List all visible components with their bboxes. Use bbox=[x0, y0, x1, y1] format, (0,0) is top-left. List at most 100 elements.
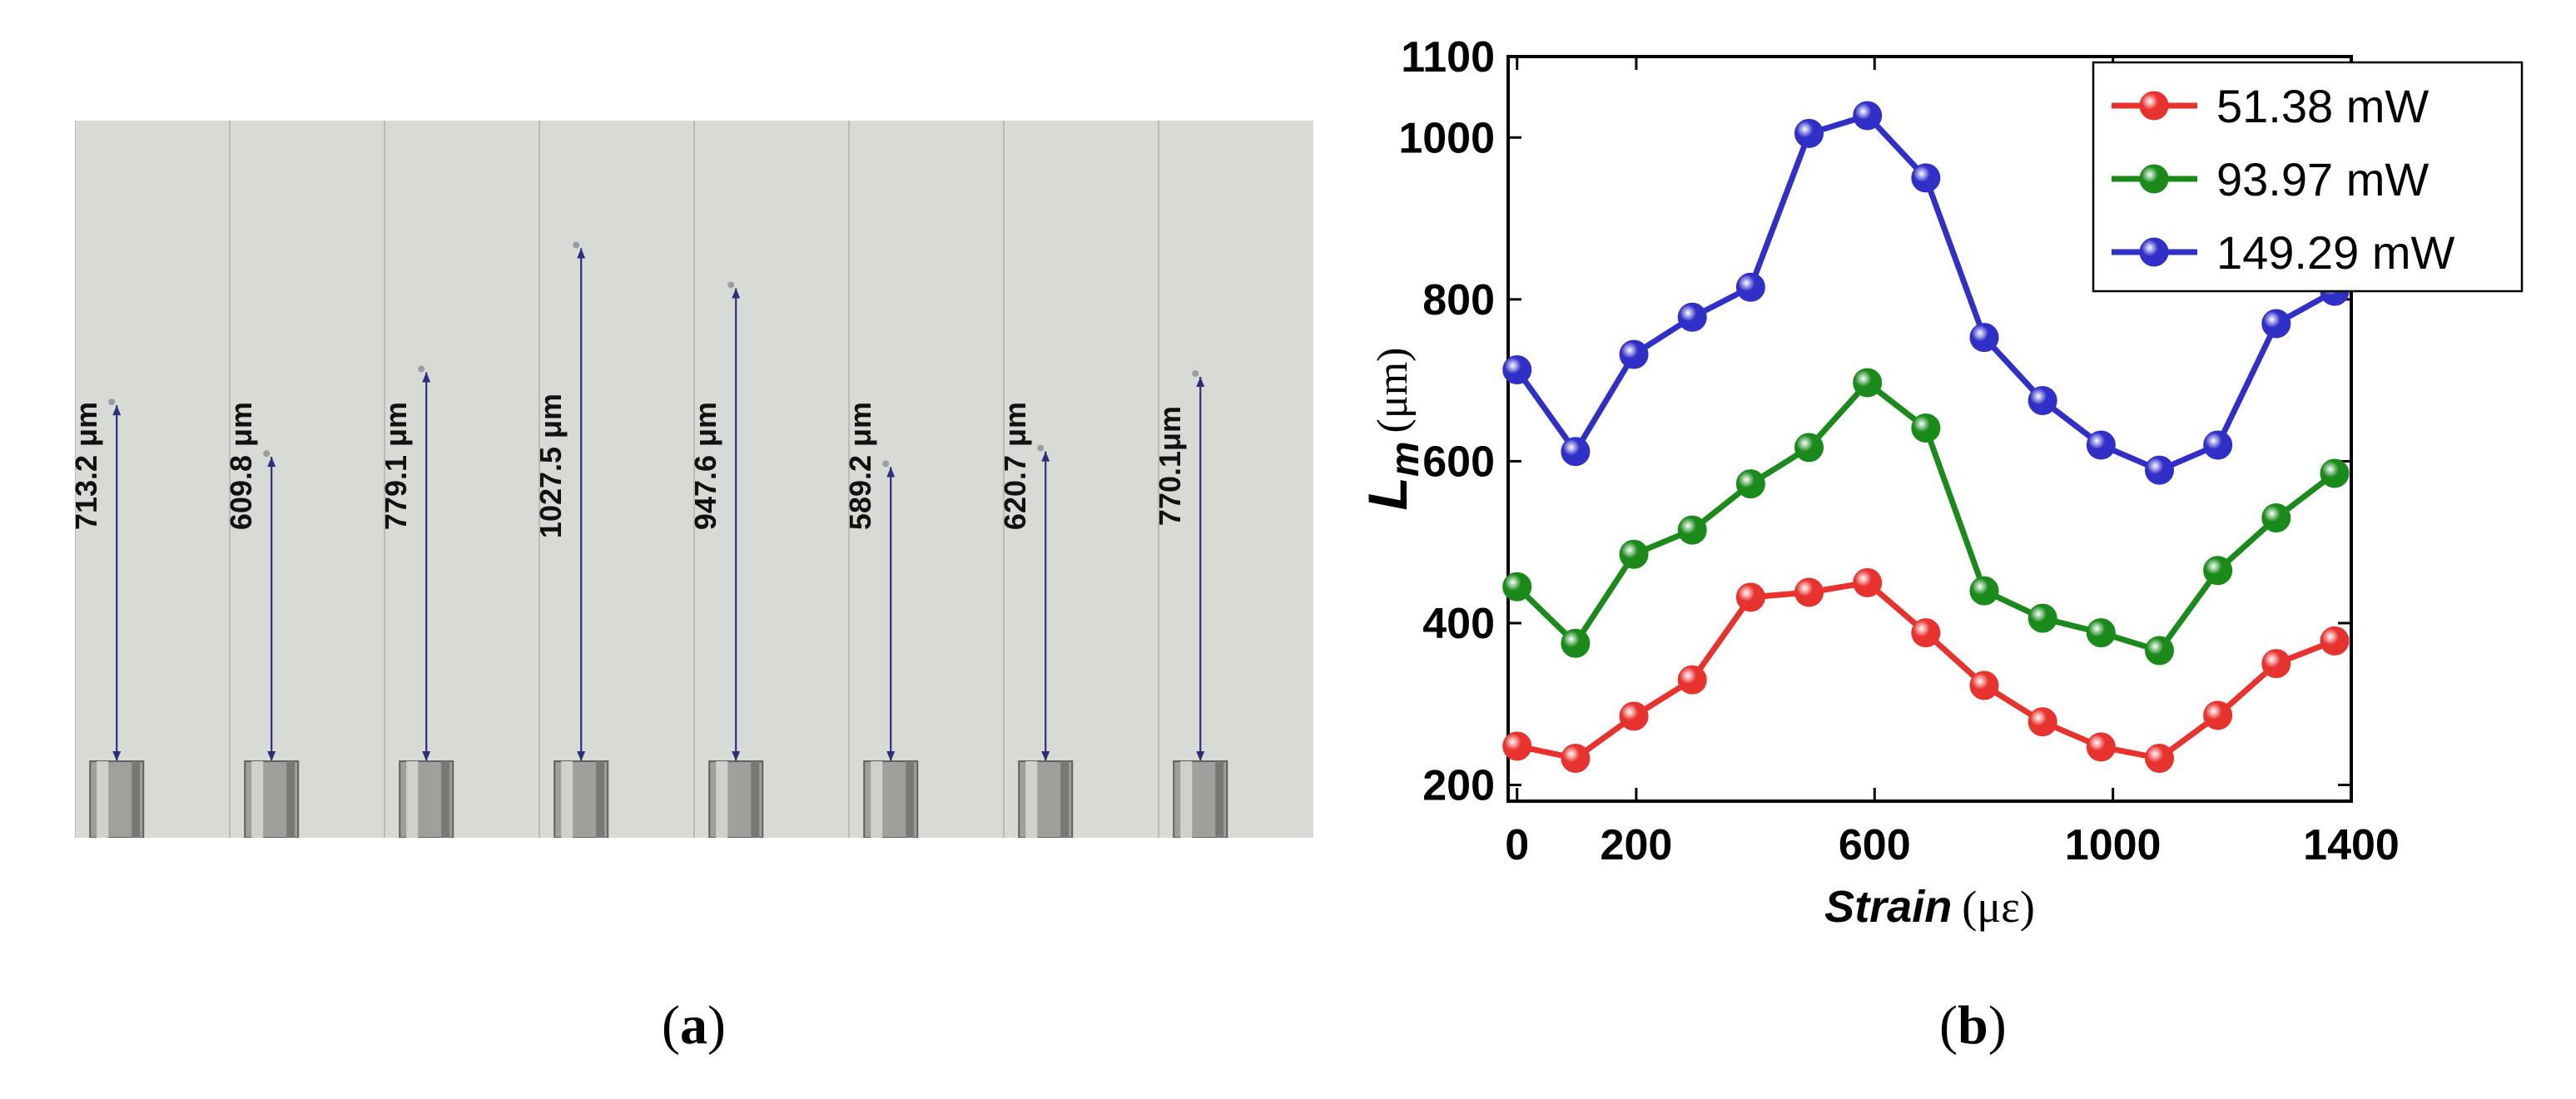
data-point bbox=[2320, 458, 2350, 488]
data-point bbox=[1969, 576, 1999, 606]
defect-spot bbox=[727, 281, 735, 289]
caption-a-letter: a bbox=[679, 995, 707, 1056]
arrow-head-top bbox=[267, 457, 276, 468]
measurement-label: 713.2 μm bbox=[75, 402, 103, 530]
defect-spot bbox=[263, 450, 271, 458]
fiber-stub-highlight bbox=[561, 761, 573, 838]
data-point bbox=[1911, 413, 1941, 443]
measurement-label: 1027.5 μm bbox=[534, 394, 568, 538]
defect-spot bbox=[1037, 444, 1045, 452]
arrow-head-bottom bbox=[422, 751, 431, 761]
caption-b-open: ( bbox=[1939, 995, 1958, 1056]
data-point bbox=[2261, 503, 2291, 533]
data-point bbox=[1561, 437, 1591, 467]
arrow-head-top bbox=[1041, 451, 1050, 462]
legend-marker bbox=[2139, 164, 2169, 194]
defect-spot bbox=[1192, 369, 1199, 377]
arrow-head-bottom bbox=[1041, 751, 1050, 761]
data-point bbox=[2203, 430, 2233, 460]
fiber-stub-highlight bbox=[97, 761, 109, 838]
y-axis-title: Lm (μm) bbox=[1357, 348, 1427, 511]
arrow-head-bottom bbox=[886, 751, 896, 761]
data-point bbox=[1735, 272, 1765, 302]
y-tick-label: 600 bbox=[1422, 438, 1495, 486]
data-point bbox=[2028, 385, 2057, 415]
data-point bbox=[1619, 339, 1649, 369]
data-point bbox=[1794, 118, 1824, 148]
fiber-stub-shadow bbox=[132, 761, 141, 838]
data-point bbox=[1969, 671, 1999, 700]
data-point bbox=[1735, 582, 1765, 612]
data-point bbox=[1677, 302, 1707, 332]
plot-frame bbox=[1506, 55, 2353, 803]
caption-b-letter: b bbox=[1957, 995, 1988, 1056]
arrow-head-top bbox=[422, 372, 431, 383]
data-point bbox=[2144, 636, 2174, 666]
defect-spot bbox=[882, 460, 890, 468]
data-point bbox=[1853, 368, 1883, 398]
fiber-stub-highlight bbox=[251, 761, 264, 838]
y-tick-label: 200 bbox=[1422, 762, 1495, 810]
data-point bbox=[2028, 707, 2057, 737]
caption-b-close: ) bbox=[1988, 995, 2007, 1056]
data-point bbox=[1677, 665, 1707, 695]
fiber-stub-shadow bbox=[441, 761, 450, 838]
x-tick-label: 0 bbox=[1505, 821, 1529, 869]
measurement-label: 947.6 μm bbox=[688, 402, 722, 530]
data-point bbox=[2320, 626, 2350, 656]
x-tick-label: 200 bbox=[1601, 821, 1673, 869]
y-axis-title-unit: (μm) bbox=[1369, 348, 1417, 433]
arrow-head-bottom bbox=[577, 751, 586, 761]
data-point bbox=[1794, 577, 1824, 607]
y-axis-title-main: L bbox=[1357, 477, 1418, 510]
measurement-label: 779.1 μm bbox=[379, 402, 413, 530]
legend-label: 51.38 mW bbox=[2216, 80, 2429, 132]
y-tick-label: 1100 bbox=[1401, 33, 1495, 82]
micrograph-image: 713.2 μm 609.8 μm 779.1 μm 1027.5 μm 947.6 μ… bbox=[75, 121, 1313, 838]
x-axis-title: Strain (με) bbox=[1824, 882, 2035, 932]
defect-spot bbox=[573, 241, 580, 249]
data-point bbox=[2261, 309, 2291, 339]
data-point bbox=[2203, 556, 2233, 586]
data-point bbox=[2261, 649, 2291, 679]
data-point bbox=[1502, 354, 1532, 384]
data-point bbox=[2086, 732, 2116, 762]
fiber-stub-shadow bbox=[596, 761, 605, 838]
caption-a: (a) bbox=[662, 994, 726, 1057]
data-point bbox=[2203, 700, 2233, 730]
data-point bbox=[2144, 455, 2174, 485]
fiber-stub-highlight bbox=[871, 761, 883, 838]
data-point bbox=[1561, 628, 1591, 658]
data-point bbox=[1794, 433, 1824, 463]
y-tick-label: 1000 bbox=[1398, 114, 1495, 162]
fiber-stub-shadow bbox=[1215, 761, 1224, 838]
measurement-label: 770.1μm bbox=[1153, 406, 1187, 526]
chart: 0 200 600 1000 14002004006008001000110051.38… bbox=[1357, 33, 2524, 932]
data-point bbox=[1853, 101, 1883, 131]
fiber-stub-shadow bbox=[286, 761, 295, 838]
fiber-stub-highlight bbox=[1180, 761, 1193, 838]
data-point bbox=[1502, 731, 1532, 761]
arrow-head-top bbox=[112, 405, 122, 416]
arrow-head-top bbox=[577, 248, 586, 259]
x-axis-title-main: Strain bbox=[1824, 882, 1952, 932]
x-axis-title-unit: (με) bbox=[1962, 882, 2035, 932]
data-point bbox=[1911, 618, 1941, 648]
data-point bbox=[1969, 323, 1999, 353]
defect-spot bbox=[108, 399, 116, 406]
data-point bbox=[2028, 603, 2057, 633]
x-tick-label: 600 bbox=[1839, 821, 1911, 869]
x-tick-label: 1400 bbox=[2303, 821, 2400, 869]
data-point bbox=[1735, 469, 1765, 499]
arrow-head-top bbox=[886, 467, 896, 478]
measurement-label: 589.2 μm bbox=[843, 402, 877, 530]
y-axis-title-sub: m bbox=[1383, 441, 1427, 477]
fiber-stub-highlight bbox=[1025, 761, 1038, 838]
fiber-stub-highlight bbox=[406, 761, 419, 838]
measurement-label: 620.7 μm bbox=[998, 402, 1032, 530]
series-line bbox=[1516, 579, 2336, 762]
arrow-head-bottom bbox=[267, 751, 276, 761]
legend-marker bbox=[2139, 91, 2169, 121]
arrow-head-top bbox=[1196, 376, 1205, 387]
data-point bbox=[1911, 163, 1941, 193]
